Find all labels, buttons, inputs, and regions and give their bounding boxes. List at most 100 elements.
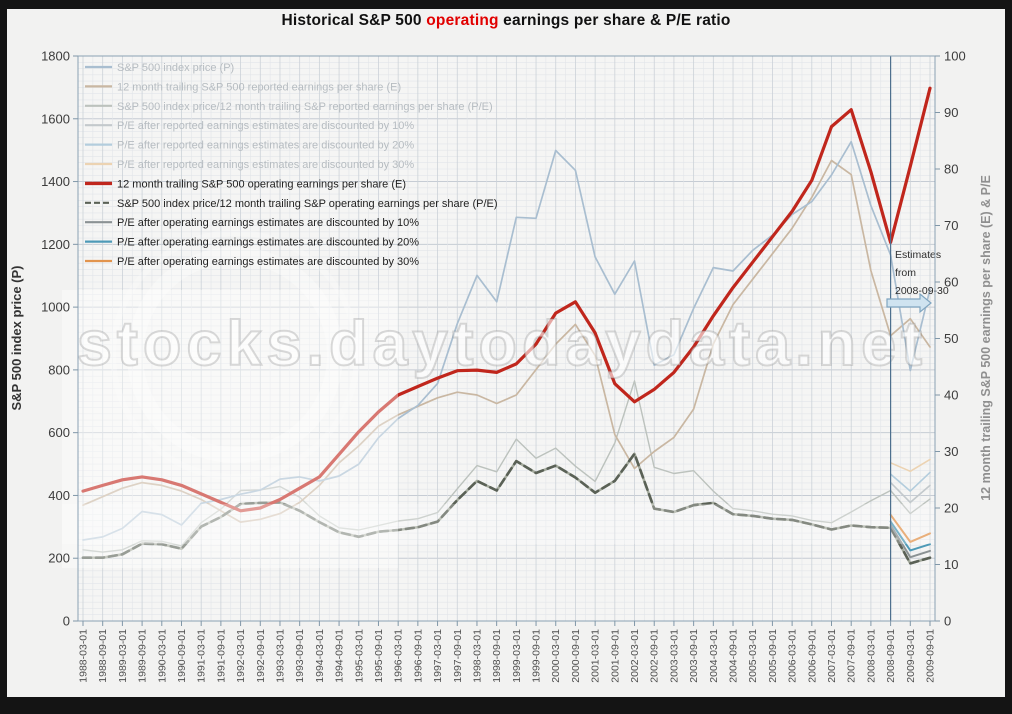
svg-text:2005-09-01: 2005-09-01 (767, 629, 779, 683)
svg-text:2000-03-01: 2000-03-01 (550, 629, 562, 683)
svg-text:1000: 1000 (41, 300, 70, 315)
svg-text:1988-03-01: 1988-03-01 (78, 629, 90, 683)
right-axis-title: 12 month trailing S&P 500 earnings per s… (979, 175, 993, 501)
svg-text:2002-03-01: 2002-03-01 (629, 629, 641, 683)
svg-text:400: 400 (48, 488, 70, 503)
svg-text:1400: 1400 (41, 174, 70, 189)
svg-text:1989-03-01: 1989-03-01 (117, 629, 129, 683)
svg-text:2002-09-01: 2002-09-01 (649, 629, 661, 683)
legend-item-4: P/E after reported earnings estimates ar… (85, 140, 414, 152)
svg-text:2001-03-01: 2001-03-01 (590, 629, 602, 683)
legend-item-10: P/E after operating earnings estimates a… (85, 256, 419, 268)
svg-text:1993-03-01: 1993-03-01 (274, 629, 286, 683)
svg-text:2007-03-01: 2007-03-01 (826, 629, 838, 683)
svg-text:P/E after reported earnings es: P/E after reported earnings estimates ar… (117, 140, 414, 152)
watermark-overlays (62, 230, 935, 568)
svg-text:2003-03-01: 2003-03-01 (668, 629, 680, 683)
svg-text:1992-09-01: 1992-09-01 (255, 629, 267, 683)
legend-item-6: 12 month trailing S&P 500 operating earn… (85, 178, 406, 190)
svg-text:80: 80 (944, 162, 958, 177)
svg-text:1991-03-01: 1991-03-01 (196, 629, 208, 683)
svg-text:1997-03-01: 1997-03-01 (432, 629, 444, 683)
svg-text:12 month trailing S&P 500 repo: 12 month trailing S&P 500 reported earni… (117, 81, 401, 93)
svg-text:1991-09-01: 1991-09-01 (215, 629, 227, 683)
chart-title: Historical S&P 500 operating earnings pe… (0, 12, 1012, 30)
svg-text:20: 20 (944, 501, 958, 516)
svg-text:2008-09-01: 2008-09-01 (885, 629, 897, 683)
svg-text:60: 60 (944, 275, 958, 290)
annotation-line-1: Estimates (895, 249, 941, 261)
svg-text:P/E after reported earnings es: P/E after reported earnings estimates ar… (117, 120, 414, 132)
svg-text:2007-09-01: 2007-09-01 (846, 629, 858, 683)
legend-item-7: S&P 500 index price/12 month trailing S&… (85, 198, 498, 210)
svg-text:0: 0 (944, 614, 951, 629)
svg-text:2005-03-01: 2005-03-01 (747, 629, 759, 683)
svg-text:1200: 1200 (41, 237, 70, 252)
annotation-line-2: from (895, 267, 916, 279)
svg-text:S&P 500 index price/12 month t: S&P 500 index price/12 month trailing S&… (117, 198, 498, 210)
svg-text:P/E after reported earnings es: P/E after reported earnings estimates ar… (117, 159, 414, 171)
svg-text:1992-03-01: 1992-03-01 (235, 629, 247, 683)
title-prefix: Historical S&P 500 (281, 12, 427, 29)
title-suffix: earnings per share & P/E ratio (498, 12, 731, 29)
svg-text:2009-09-01: 2009-09-01 (925, 629, 937, 683)
svg-text:1998-09-01: 1998-09-01 (491, 629, 503, 683)
svg-text:1996-03-01: 1996-03-01 (393, 629, 405, 683)
svg-text:40: 40 (944, 388, 958, 403)
svg-text:12 month trailing S&P 500 oper: 12 month trailing S&P 500 operating earn… (117, 178, 406, 190)
svg-text:S&P 500 index price/12 month t: S&P 500 index price/12 month trailing S&… (117, 101, 493, 113)
svg-text:1998-03-01: 1998-03-01 (471, 629, 483, 683)
svg-text:1993-09-01: 1993-09-01 (294, 629, 306, 683)
legend: S&P 500 index price (P) 12 month trailing… (85, 62, 498, 268)
svg-text:2006-09-01: 2006-09-01 (806, 629, 818, 683)
svg-text:800: 800 (48, 362, 70, 377)
legend-item-8: P/E after operating earnings estimates a… (85, 217, 419, 229)
svg-text:2003-09-01: 2003-09-01 (688, 629, 700, 683)
svg-text:2004-03-01: 2004-03-01 (708, 629, 720, 683)
svg-text:1990-09-01: 1990-09-01 (176, 629, 188, 683)
svg-text:50: 50 (944, 331, 958, 346)
svg-text:1994-03-01: 1994-03-01 (314, 629, 326, 683)
svg-text:90: 90 (944, 105, 958, 120)
svg-text:2006-03-01: 2006-03-01 (787, 629, 799, 683)
svg-text:600: 600 (48, 425, 70, 440)
svg-text:1990-03-01: 1990-03-01 (156, 629, 168, 683)
svg-text:70: 70 (944, 218, 958, 233)
svg-text:2009-03-01: 2009-03-01 (905, 629, 917, 683)
svg-text:2000-09-01: 2000-09-01 (570, 629, 582, 683)
title-highlight: operating (426, 12, 499, 29)
svg-text:1995-03-01: 1995-03-01 (353, 629, 365, 683)
svg-text:1997-09-01: 1997-09-01 (452, 629, 464, 683)
svg-text:1800: 1800 (41, 49, 70, 64)
svg-text:200: 200 (48, 551, 70, 566)
svg-text:P/E after operating earnings e: P/E after operating earnings estimates a… (117, 217, 419, 229)
left-axis-title: S&P 500 index price (P) (9, 266, 24, 411)
watermark-text: stocks.daytodaydata.net (77, 309, 927, 379)
svg-text:2004-09-01: 2004-09-01 (728, 629, 740, 683)
legend-item-3: P/E after reported earnings estimates ar… (85, 120, 414, 132)
svg-text:1600: 1600 (41, 111, 70, 126)
svg-text:1996-09-01: 1996-09-01 (412, 629, 424, 683)
svg-text:S&P 500 index price (P): S&P 500 index price (P) (117, 62, 234, 74)
svg-text:0: 0 (63, 614, 70, 629)
svg-text:30: 30 (944, 444, 958, 459)
svg-text:2008-03-01: 2008-03-01 (865, 629, 877, 683)
svg-text:10: 10 (944, 557, 958, 572)
svg-text:1995-09-01: 1995-09-01 (373, 629, 385, 683)
svg-text:2001-09-01: 2001-09-01 (609, 629, 621, 683)
legend-item-5: P/E after reported earnings estimates ar… (85, 159, 414, 171)
svg-text:100: 100 (944, 49, 966, 64)
svg-text:P/E after operating earnings e: P/E after operating earnings estimates a… (117, 256, 419, 268)
svg-text:1999-03-01: 1999-03-01 (511, 629, 523, 683)
axes: 0 200 400 600 800 1000 1200 1400 1600 1800 0 10 20 30… (41, 49, 966, 683)
series-lines (81, 86, 932, 565)
legend-item-2: S&P 500 index price/12 month trailing S&… (85, 101, 493, 113)
svg-text:1988-09-01: 1988-09-01 (97, 629, 109, 683)
legend-item-0: S&P 500 index price (P) (85, 62, 234, 74)
legend-item-9: P/E after operating earnings estimates a… (85, 237, 419, 249)
svg-text:1999-09-01: 1999-09-01 (531, 629, 543, 683)
svg-text:1994-09-01: 1994-09-01 (334, 629, 346, 683)
svg-text:P/E after operating earnings e: P/E after operating earnings estimates a… (117, 237, 419, 249)
